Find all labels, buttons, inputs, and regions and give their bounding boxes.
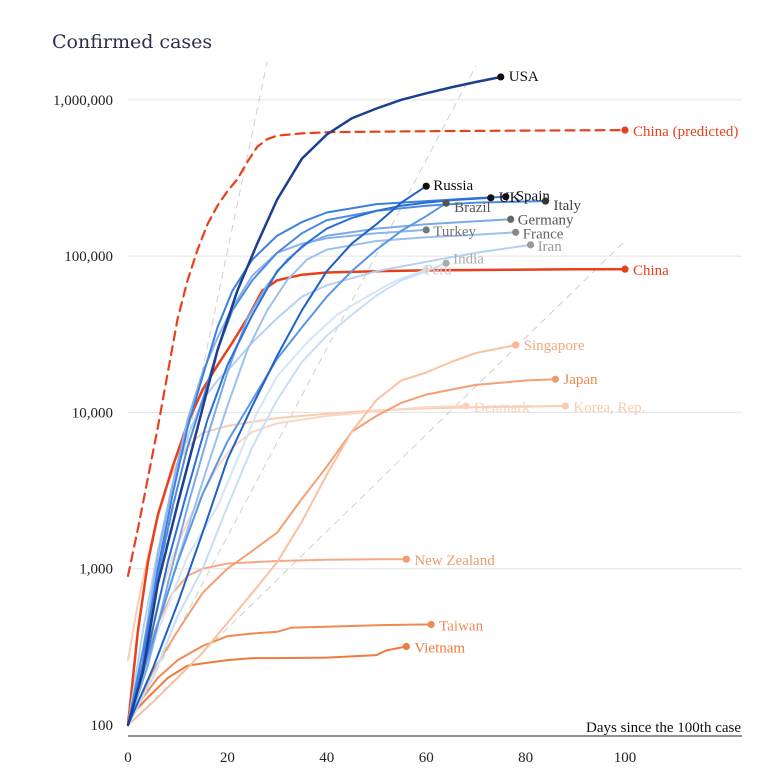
- series-endpoint-spain: [502, 193, 510, 201]
- x-tick-label: 100: [614, 750, 637, 766]
- series-label-india: India: [453, 251, 484, 267]
- series-endpoint-china-predicted: [621, 126, 629, 134]
- series-endpoint-denmark: [462, 402, 470, 410]
- series-endpoint-italy: [541, 197, 550, 205]
- series-lines: [126, 75, 627, 727]
- series-endpoint-uk: [487, 194, 495, 202]
- series-line-italy: [127, 200, 547, 726]
- x-tick-label: 0: [124, 750, 132, 766]
- y-tick-label: 10,000: [72, 405, 113, 421]
- series-label-china-predicted: China (predicted): [633, 124, 738, 140]
- y-axis-ticks: 100 1,000 10,000 100,000 1,000,000: [53, 93, 113, 734]
- series-endpoint-japan: [551, 375, 560, 383]
- series-label-brazil: Brazil: [454, 200, 491, 216]
- y-tick-label: 1,000: [79, 562, 113, 578]
- series-endpoint-new-zealand: [402, 555, 410, 563]
- series-line-india: [127, 262, 448, 726]
- series-line-japan: [127, 378, 557, 726]
- series-label-vietnam: Vietnam: [414, 640, 465, 656]
- series-line-turkey: [127, 228, 428, 726]
- x-axis-ticks: 0 20 40 60 80 100: [124, 750, 636, 766]
- series-label-korea-rep: Korea, Rep.: [573, 400, 645, 416]
- series-label-italy: Italy: [553, 198, 581, 214]
- series-label-russia: Russia: [433, 178, 473, 194]
- x-tick-label: 20: [220, 750, 235, 766]
- series-labels: USARussiaUKSpainItalyBrazilGermanyFrance…: [402, 69, 738, 656]
- gridlines: [128, 99, 742, 570]
- x-tick-label: 40: [319, 750, 334, 766]
- series-endpoint-china: [621, 265, 629, 273]
- reference-line-doubling-every-3-days: [127, 65, 477, 726]
- series-endpoint-korea-rep: [561, 402, 569, 410]
- series-label-new-zealand: New Zealand: [414, 553, 495, 569]
- series-endpoint-singapore: [512, 341, 520, 349]
- series-label-denmark: Denmark: [474, 400, 530, 416]
- x-tick-label: 80: [518, 750, 533, 766]
- series-label-turkey: Turkey: [433, 224, 476, 240]
- series-line-uk: [127, 196, 492, 726]
- series-line-usa: [126, 75, 503, 727]
- series-endpoint-turkey: [422, 226, 430, 234]
- series-line-brazil: [127, 202, 448, 726]
- series-endpoint-peru: [422, 265, 430, 274]
- series-endpoint-taiwan: [427, 620, 435, 629]
- series-line-taiwan: [127, 623, 433, 726]
- series-endpoint-iran: [526, 241, 535, 249]
- series-endpoint-france: [512, 228, 520, 236]
- x-axis-label: Days since the 100th case: [586, 720, 741, 736]
- series-label-france: France: [523, 226, 564, 242]
- series-line-russia: [127, 185, 428, 726]
- series-label-singapore: Singapore: [524, 338, 585, 354]
- chart-title: Confirmed cases: [52, 31, 212, 53]
- y-tick-label: 100,000: [64, 249, 113, 265]
- series-label-germany: Germany: [518, 212, 574, 228]
- series-endpoint-russia: [422, 182, 430, 190]
- series-endpoint-germany: [507, 215, 515, 223]
- x-tick-label: 60: [419, 750, 434, 766]
- series-label-japan: Japan: [563, 372, 598, 388]
- series-endpoint-vietnam: [402, 642, 410, 651]
- series-endpoint-usa: [497, 73, 505, 81]
- series-endpoint-india: [442, 259, 450, 267]
- series-line-china-predicted: [126, 129, 627, 577]
- series-label-spain: Spain: [516, 189, 551, 205]
- series-label-iran: Iran: [538, 239, 563, 255]
- series-line-singapore: [127, 344, 517, 726]
- series-line-vietnam: [127, 645, 408, 720]
- series-label-china: China: [633, 263, 669, 279]
- series-label-taiwan: Taiwan: [439, 618, 483, 634]
- series-label-peru: Peru: [424, 263, 452, 279]
- y-tick-label: 1,000,000: [53, 93, 113, 109]
- series-label-usa: USA: [509, 69, 539, 85]
- series-line-peru: [127, 268, 428, 726]
- y-tick-label: 100: [91, 718, 114, 734]
- series-endpoint-brazil: [442, 199, 450, 207]
- reference-line-doubling-every-5-days: [127, 240, 626, 726]
